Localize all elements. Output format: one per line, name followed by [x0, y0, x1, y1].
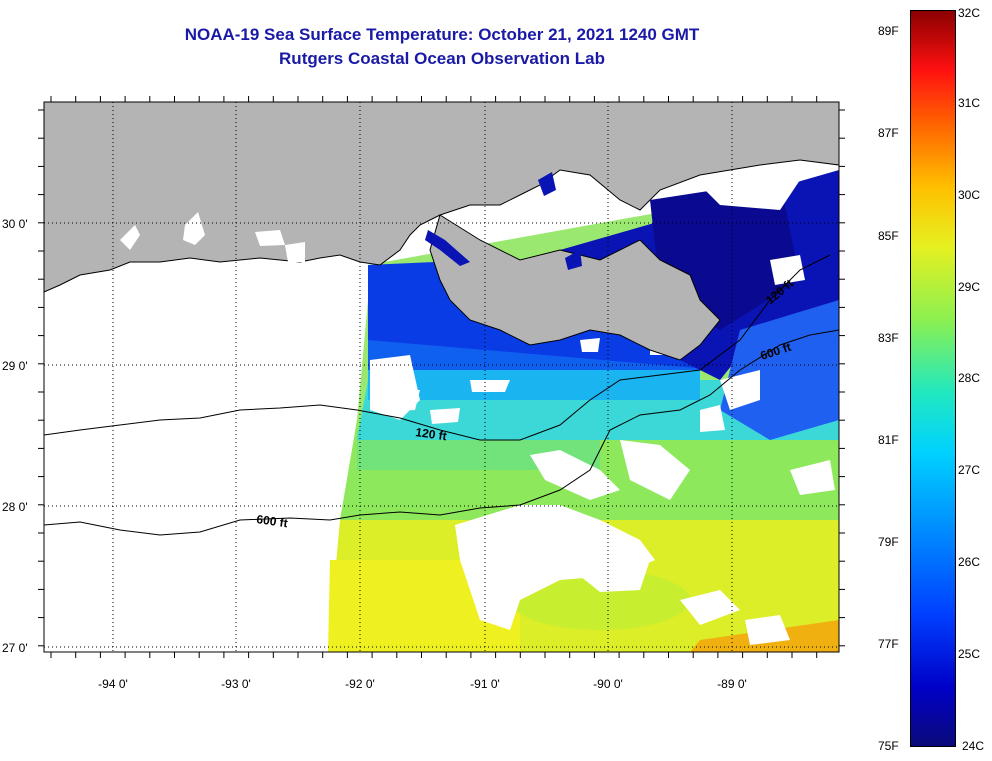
- colorbar-f-label: 79F: [878, 535, 899, 549]
- lat-label: 30 0': [2, 217, 28, 231]
- colorbar-c-label: 25C: [958, 647, 981, 661]
- contour-label: 600 ft: [256, 512, 289, 530]
- colorbar-f-label: 85F: [878, 229, 899, 243]
- colorbar-c-label: 30C: [958, 188, 981, 202]
- colorbar-f-label: 89F: [878, 24, 899, 38]
- lat-label: 29 0': [2, 359, 28, 373]
- contour-label: 120 ft: [415, 425, 448, 443]
- lat-label: 28 0': [2, 500, 28, 514]
- colorbar-c-label: 28C: [958, 371, 981, 385]
- colorbar-c-label: 32C: [958, 6, 981, 20]
- lon-label: -91 0': [470, 677, 500, 691]
- contour-600ft: [43, 329, 840, 536]
- colorbar-c-label: 26C: [958, 555, 981, 569]
- frame-ticks: [38, 96, 845, 658]
- sst-swath: [328, 170, 839, 652]
- cloud-mask: [370, 165, 835, 645]
- contour-120ft: [43, 254, 831, 441]
- colorbar-f-label: 87F: [878, 126, 899, 140]
- lon-label: -90 0': [593, 677, 623, 691]
- lon-label: -94 0': [98, 677, 128, 691]
- map-frame: [43, 101, 840, 653]
- map-title: NOAA-19 Sea Surface Temperature: October…: [184, 25, 700, 44]
- colorbar-f-label: 81F: [878, 433, 899, 447]
- lon-label: -89 0': [717, 677, 747, 691]
- colorbar-c-label: 31C: [958, 96, 981, 110]
- land-mass: [43, 101, 840, 293]
- colorbar-f-label: 83F: [878, 331, 899, 345]
- colorbar-c-label: 27C: [958, 463, 981, 477]
- blue-lakes: [425, 172, 582, 270]
- delta-land: [429, 214, 721, 361]
- map-subtitle: Rutgers Coastal Ocean Observation Lab: [279, 49, 605, 68]
- colorbar-c-label: 24C: [962, 739, 985, 753]
- graticule: [44, 102, 839, 652]
- land-lakes: [120, 212, 305, 262]
- lon-label: -92 0': [345, 677, 375, 691]
- colorbar-f-label: 77F: [878, 637, 899, 651]
- colorbar-f-label: 75F: [878, 739, 899, 753]
- colorbar-c-label: 29C: [958, 280, 981, 294]
- lat-label: 27 0': [2, 641, 28, 655]
- lon-label: -93 0': [221, 677, 251, 691]
- temperature-colorbar: [910, 10, 956, 747]
